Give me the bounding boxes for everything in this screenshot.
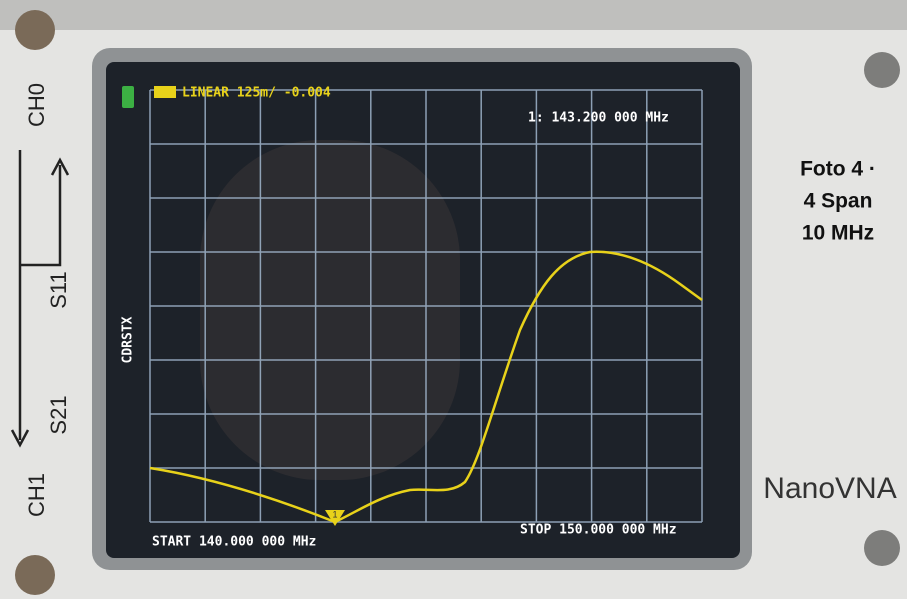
background	[0, 0, 907, 30]
screw	[15, 555, 55, 595]
side-menu: CDRSTX	[121, 316, 136, 363]
caption: Foto 4 · 4 Span 10 MHz	[800, 158, 876, 245]
stop-label: STOP 150.000 000 MHz	[520, 523, 677, 538]
caption-line: 10 MHz	[802, 222, 874, 245]
caption-line: Foto 4 ·	[800, 158, 876, 181]
screw	[864, 530, 900, 566]
marker-label: 1: 143.200 000 MHz	[528, 111, 669, 126]
screw	[15, 10, 55, 50]
ch0-label: CH0	[24, 83, 49, 127]
ch1-label: CH1	[24, 473, 49, 517]
reflection	[200, 140, 460, 480]
s11-label: S11	[46, 271, 71, 309]
s21-label: S21	[46, 395, 71, 434]
marker-flag: 1	[332, 509, 337, 519]
channel-box	[154, 86, 176, 98]
format-label: LINEAR 125m/ -0.004	[182, 86, 331, 101]
caption-line: 4 Span	[804, 190, 873, 213]
photo: 1 LINEAR 125m/ -0.004 1: 143.200 000 MHz…	[0, 0, 907, 599]
battery	[122, 86, 134, 108]
start-label: START 140.000 000 MHz	[152, 535, 316, 550]
brand: NanoVNA	[763, 472, 896, 505]
screw	[864, 52, 900, 88]
